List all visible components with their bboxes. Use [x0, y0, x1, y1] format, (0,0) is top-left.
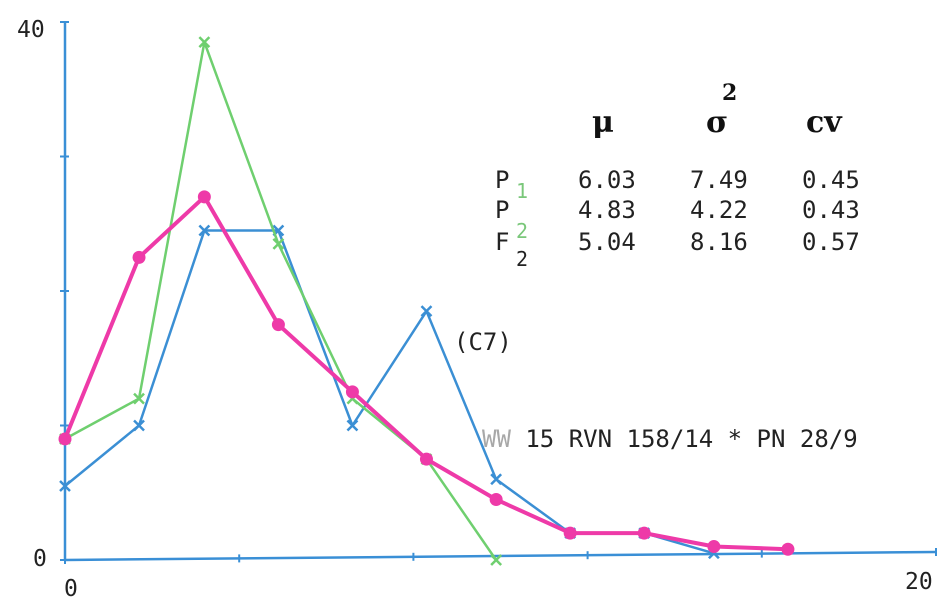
marker-stroke: [59, 480, 71, 492]
stats-row-label: P: [495, 196, 509, 224]
series-0: [59, 224, 720, 560]
data-point: [59, 480, 71, 492]
stats-mu-value: 5.04: [578, 228, 636, 256]
stats-header-sigma-superscript: 2: [722, 80, 737, 106]
x-tick-label-max: 20: [905, 569, 933, 595]
data-point: [563, 526, 577, 540]
stats-cv-value: 0.45: [802, 166, 860, 194]
data-point: [133, 392, 145, 405]
stats-mu-value: 6.03: [578, 166, 636, 194]
stats-row-subscript: 2: [516, 247, 528, 271]
data-point: [197, 190, 211, 204]
series-line: [64, 40, 498, 561]
data-point: [490, 554, 503, 566]
stats-cv-value: 0.57: [802, 228, 860, 256]
data-point: [132, 250, 146, 264]
stats-cv-value: 0.43: [802, 196, 860, 224]
annotation-c7: (C7): [454, 328, 512, 356]
y-tick-label-min: 0: [33, 546, 47, 572]
data-point: [198, 36, 211, 49]
data-point: [346, 419, 359, 432]
series-layer: [58, 36, 795, 566]
marker-stroke: [133, 392, 145, 405]
data-point: [781, 542, 795, 556]
marker-stroke: [198, 36, 211, 49]
data-point: [133, 419, 145, 432]
stats-header-mu: μ: [592, 105, 614, 140]
data-point: [272, 238, 285, 250]
marker-stroke: [420, 305, 433, 318]
stats-row-label: F: [495, 228, 509, 256]
annotation-cross-prefix: WW: [482, 425, 511, 453]
stats-variance-value: 4.22: [690, 196, 748, 224]
y-tick-label-max: 40: [17, 17, 45, 43]
series-1: [59, 36, 503, 566]
stats-header-cv: cv: [806, 105, 843, 140]
stats-header-sigma: σ: [706, 105, 728, 140]
stats-row-f2: F 2 5.04 8.16 0.57: [495, 228, 860, 271]
data-point: [707, 540, 721, 554]
annotation-cross-rest: 15 RVN 158/14 * PN 28/9: [511, 425, 858, 453]
x-tick-marks: [64, 548, 937, 564]
marker-stroke: [272, 238, 285, 250]
series-line: [64, 229, 715, 555]
annotation-cross: WW 15 RVN 158/14 * PN 28/9: [482, 425, 858, 453]
data-point: [637, 526, 651, 540]
marker-stroke: [490, 473, 503, 486]
stats-row-subscript: 2: [516, 219, 528, 243]
data-point: [489, 492, 503, 506]
series-2: [58, 190, 795, 556]
stats-row-p1: P 1 6.03 7.49 0.45: [495, 166, 860, 203]
marker-stroke: [490, 554, 503, 566]
data-point: [198, 224, 211, 237]
data-point: [420, 305, 433, 318]
stats-variance-value: 7.49: [690, 166, 748, 194]
x-tick-label-min: 0: [64, 576, 78, 598]
stats-row-label: P: [495, 166, 509, 194]
data-point: [419, 452, 433, 466]
data-point: [490, 473, 503, 486]
marker-stroke: [133, 419, 145, 432]
marker-stroke: [346, 419, 359, 432]
stats-variance-value: 8.16: [690, 228, 748, 256]
data-point: [271, 318, 285, 332]
stats-mu-value: 4.83: [578, 196, 636, 224]
data-point: [58, 432, 72, 446]
stats-row-p2: P 2 4.83 4.22 0.43: [495, 196, 860, 243]
series-line: [63, 194, 788, 552]
data-point: [345, 385, 359, 399]
marker-stroke: [198, 224, 211, 237]
stats-row-subscript: 1: [516, 179, 528, 203]
